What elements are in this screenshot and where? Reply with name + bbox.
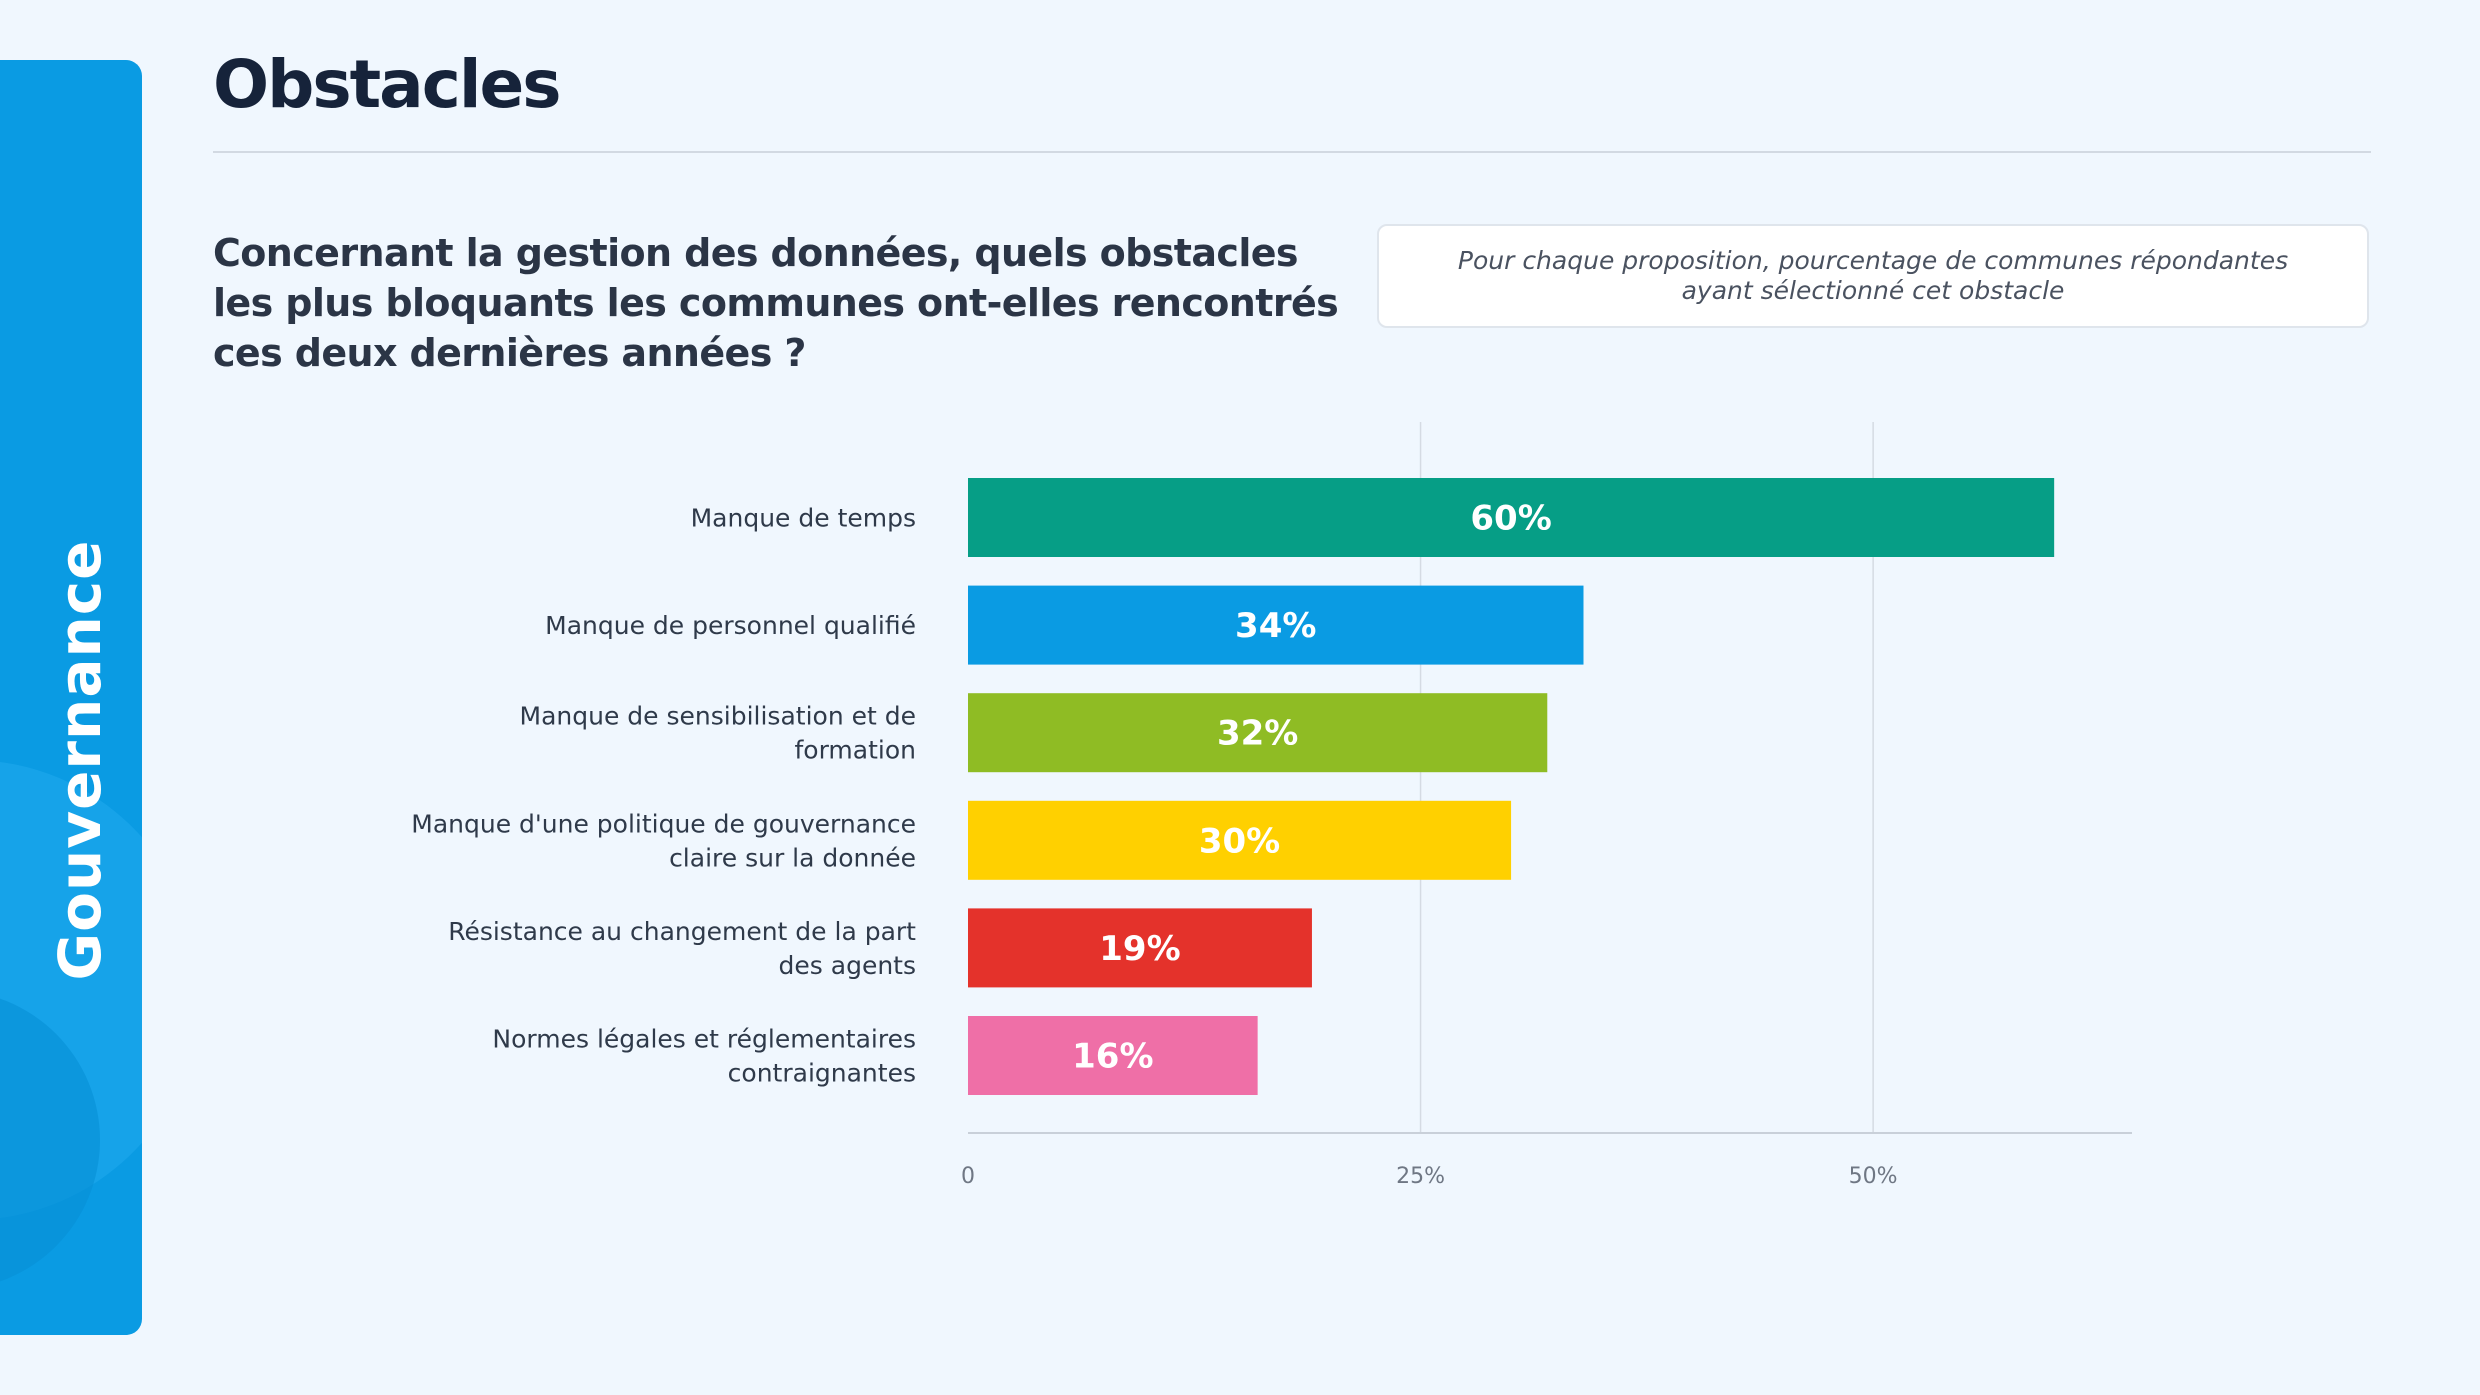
category-label: Manque de personnel qualifié <box>545 611 916 640</box>
survey-question: Concernant la gestion des données, quels… <box>213 231 1339 375</box>
category-label: Manque d'une politique de gouvernance <box>411 809 916 838</box>
category-label: contraignantes <box>728 1059 916 1088</box>
category-label: Manque de temps <box>691 504 916 533</box>
bar-value-label: 19% <box>1099 929 1180 969</box>
category-label: Normes légales et réglementaires <box>492 1025 916 1054</box>
note-text: Pour chaque proposition, pourcentage de … <box>1457 246 2289 305</box>
bar <box>968 478 2055 557</box>
bar <box>968 908 1312 988</box>
bar <box>968 585 1584 665</box>
title-divider <box>213 151 2371 153</box>
page-title: Obstacles <box>213 46 562 123</box>
note-box: Pour chaque proposition, pourcentage de … <box>1377 224 2369 328</box>
side-banner: Gouvernance <box>0 60 142 1335</box>
x-tick-label: 0 <box>961 1164 975 1189</box>
x-tick-label: 25% <box>1396 1164 1445 1189</box>
bar-value-label: 60% <box>1470 499 1551 539</box>
category-label: Manque de sensibilisation et de <box>520 702 916 731</box>
bar <box>968 800 1512 880</box>
category-label: Résistance au changement de la part <box>448 917 916 946</box>
bar <box>968 693 1548 773</box>
bar-value-label: 30% <box>1199 821 1280 861</box>
category-label: des agents <box>779 951 916 980</box>
bar-value-label: 32% <box>1217 714 1298 754</box>
bar <box>968 1016 1258 1095</box>
x-tick-label: 50% <box>1849 1164 1898 1189</box>
category-label: formation <box>795 736 917 765</box>
category-label: claire sur la donnée <box>669 843 916 872</box>
bar-value-label: 34% <box>1235 606 1316 646</box>
bar-value-label: 16% <box>1072 1037 1153 1077</box>
